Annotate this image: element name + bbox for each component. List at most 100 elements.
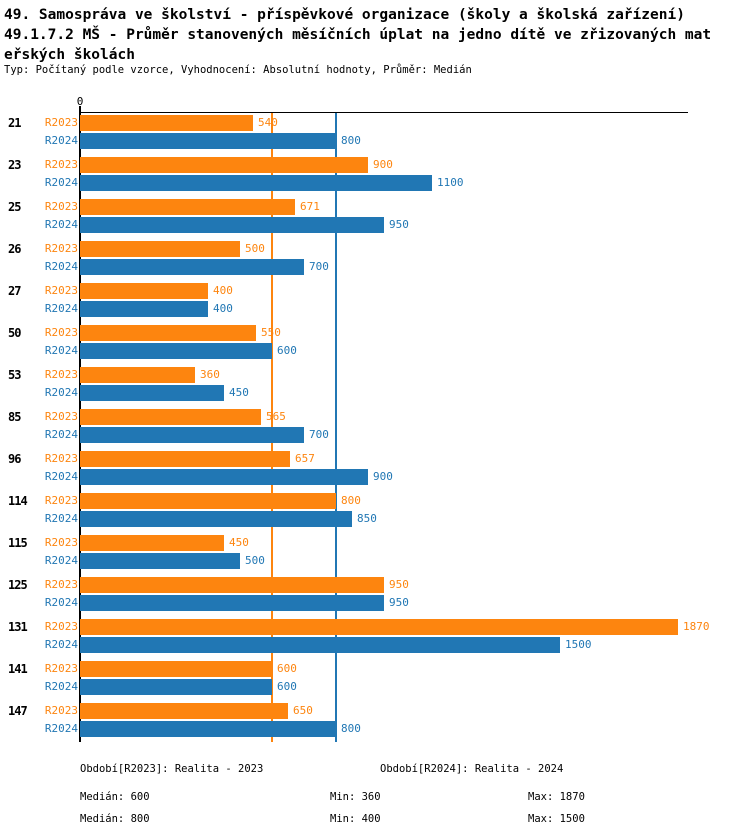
legend-item-2023: Období[R2023]: Realita - 2023	[80, 763, 264, 775]
category-label: 85	[8, 410, 21, 424]
bar-2024	[80, 427, 304, 443]
series-label-r2024: R2024	[44, 470, 78, 483]
category-label: 25	[8, 200, 21, 214]
chart-row: 21 R2023 540 R2024 800	[0, 115, 750, 149]
axis-zero-tick-label: 0	[76, 95, 84, 108]
series-label-r2023: R2023	[44, 578, 78, 591]
bar-2024-value: 850	[357, 512, 377, 525]
bar-2023	[80, 241, 240, 257]
bar-2023-value: 650	[293, 704, 313, 717]
category-label: 21	[8, 116, 21, 130]
chart-row: 141 R2023 600 R2024 600	[0, 661, 750, 695]
bar-2023-value: 360	[200, 368, 220, 381]
bar-2023	[80, 619, 678, 635]
series-label-r2023: R2023	[44, 494, 78, 507]
bar-2023-value: 400	[213, 284, 233, 297]
bar-2024	[80, 553, 240, 569]
chart-row: 131 R2023 1870 R2024 1500	[0, 619, 750, 653]
category-label: 27	[8, 284, 21, 298]
bar-2024	[80, 301, 208, 317]
category-label: 114	[8, 494, 28, 508]
median-reference-line-r2024	[335, 112, 337, 742]
category-label: 50	[8, 326, 21, 340]
chart-row: 114 R2023 800 R2024 850	[0, 493, 750, 527]
bar-2023-value: 900	[373, 158, 393, 171]
bar-2024	[80, 133, 336, 149]
series-label-r2023: R2023	[44, 536, 78, 549]
bar-2023	[80, 577, 384, 593]
bar-2023	[80, 661, 272, 677]
bar-2023-value: 600	[277, 662, 297, 675]
chart-subtitle: Typ: Počítaný podle vzorce, Vyhodnocení:…	[4, 64, 472, 76]
chart-row: 147 R2023 650 R2024 800	[0, 703, 750, 737]
series-label-r2024: R2024	[44, 134, 78, 147]
bar-2024-value: 700	[309, 428, 329, 441]
bar-2023-value: 500	[245, 242, 265, 255]
bar-2023-value: 550	[261, 326, 281, 339]
bar-2023	[80, 325, 256, 341]
bar-2024-value: 600	[277, 680, 297, 693]
series-label-r2023: R2023	[44, 326, 78, 339]
bar-2024-value: 450	[229, 386, 249, 399]
series-label-r2024: R2024	[44, 638, 78, 651]
bar-2024-value: 1500	[565, 638, 592, 651]
chart-row: 53 R2023 360 R2024 450	[0, 367, 750, 401]
series-label-r2023: R2023	[44, 242, 78, 255]
bar-2024-value: 600	[277, 344, 297, 357]
chart-row: 27 R2023 400 R2024 400	[0, 283, 750, 317]
page-title-line3: eřských školách	[4, 47, 135, 63]
series-label-r2023: R2023	[44, 452, 78, 465]
bar-2023	[80, 451, 290, 467]
bar-2023-value: 450	[229, 536, 249, 549]
page-title-line1: 49. Samospráva ve školství - příspěvkové…	[4, 7, 685, 23]
bar-2023-value: 950	[389, 578, 409, 591]
series-label-r2023: R2023	[44, 200, 78, 213]
stat-max-2024: Max: 1500	[528, 813, 585, 825]
stat-min-2023: Min: 360	[330, 791, 381, 803]
category-label: 23	[8, 158, 21, 172]
chart-row: 26 R2023 500 R2024 700	[0, 241, 750, 275]
category-label: 147	[8, 704, 28, 718]
chart-row: 50 R2023 550 R2024 600	[0, 325, 750, 359]
bar-2023-value: 800	[341, 494, 361, 507]
chart-row: 25 R2023 671 R2024 950	[0, 199, 750, 233]
series-label-r2023: R2023	[44, 284, 78, 297]
stat-median-2024: Medián: 800	[80, 813, 150, 825]
bar-2024	[80, 385, 224, 401]
series-label-r2023: R2023	[44, 662, 78, 675]
series-label-r2024: R2024	[44, 680, 78, 693]
bar-2024	[80, 511, 352, 527]
series-label-r2024: R2024	[44, 428, 78, 441]
bar-2023	[80, 493, 336, 509]
series-label-r2024: R2024	[44, 596, 78, 609]
bar-2023-value: 657	[295, 452, 315, 465]
series-label-r2023: R2023	[44, 410, 78, 423]
bar-2023	[80, 703, 288, 719]
bar-2023-value: 540	[258, 116, 278, 129]
category-label: 26	[8, 242, 21, 256]
bar-2023-value: 671	[300, 200, 320, 213]
bar-2024-value: 700	[309, 260, 329, 273]
bar-2023	[80, 157, 368, 173]
series-label-r2024: R2024	[44, 260, 78, 273]
category-label: 115	[8, 536, 28, 550]
bar-2024-value: 1100	[437, 176, 464, 189]
bar-2024	[80, 637, 560, 653]
stat-median-2023: Medián: 600	[80, 791, 150, 803]
series-label-r2024: R2024	[44, 176, 78, 189]
bar-2024-value: 400	[213, 302, 233, 315]
bar-2023	[80, 199, 295, 215]
bar-2024	[80, 721, 336, 737]
series-label-r2024: R2024	[44, 344, 78, 357]
series-label-r2024: R2024	[44, 302, 78, 315]
category-label: 141	[8, 662, 28, 676]
bar-2024-value: 800	[341, 134, 361, 147]
series-label-r2024: R2024	[44, 722, 78, 735]
stat-min-2024: Min: 400	[330, 813, 381, 825]
series-label-r2024: R2024	[44, 218, 78, 231]
category-label: 96	[8, 452, 21, 466]
series-label-r2024: R2024	[44, 512, 78, 525]
chart-row: 115 R2023 450 R2024 500	[0, 535, 750, 569]
bar-2023	[80, 535, 224, 551]
